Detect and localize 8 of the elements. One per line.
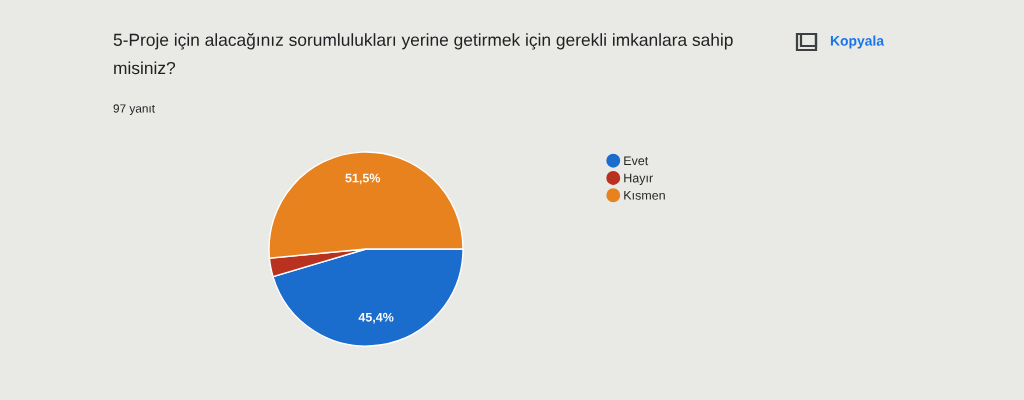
legend-label: Evet [624,156,649,166]
text: Kopyala [830,35,885,49]
data-label: 45,4% [358,312,394,324]
data-label: 51,5% [345,173,381,185]
chart-title: 5-Proje için alacağınız sorumlulukları yerine getirmek için gerekli imkanlara sahip misiniz? [113,33,733,75]
text: 97 yanıt [113,104,155,115]
legend-label: Kısmen [624,191,665,200]
legend-label: Hayır [624,173,653,185]
